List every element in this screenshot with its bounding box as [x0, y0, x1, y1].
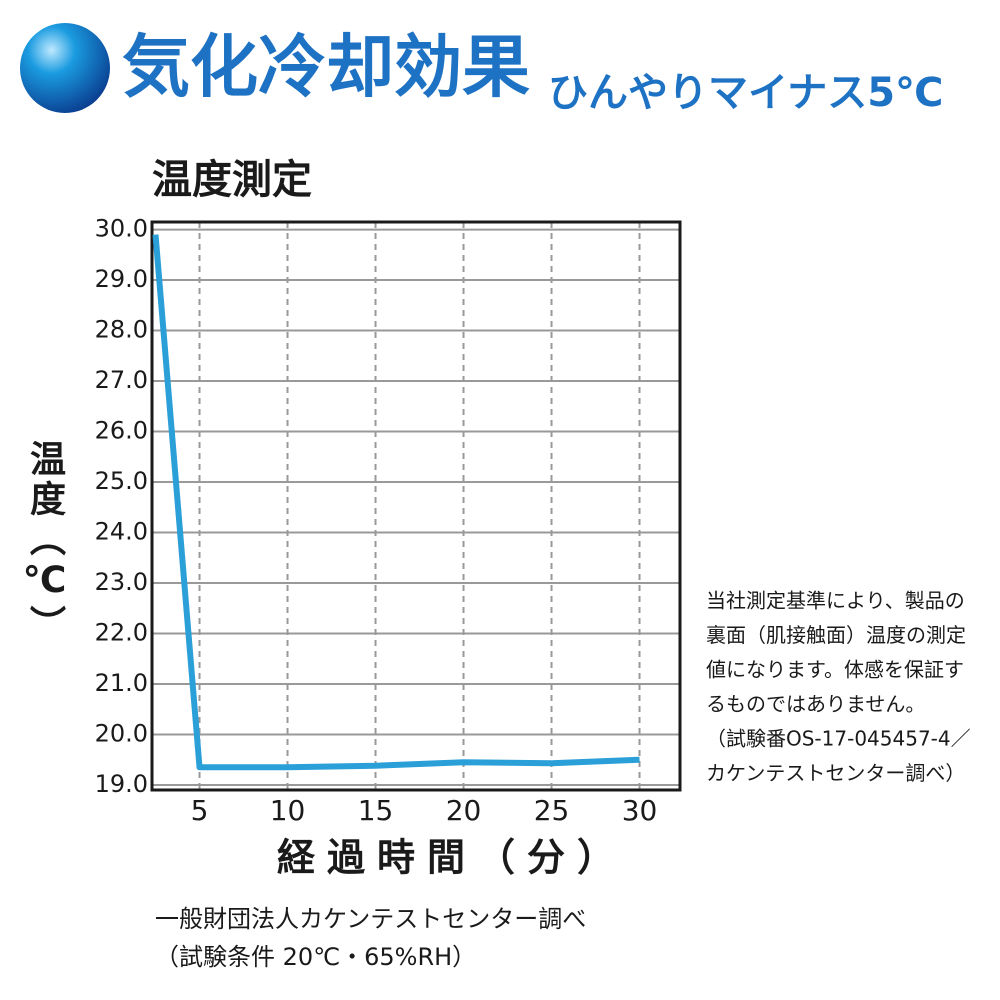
header-title: 気化冷却効果: [122, 29, 530, 108]
x-axis-label: 経過時間（分）: [277, 836, 627, 880]
y-tick-label: 24.0: [95, 518, 148, 546]
chart-title: 温度測定: [152, 157, 312, 203]
sphere-icon: [20, 23, 110, 113]
x-tick-label: 15: [358, 794, 394, 827]
y-tick-label: 27.0: [95, 366, 148, 394]
y-tick-label: 28.0: [95, 316, 148, 344]
y-tick-label: 20.0: [95, 719, 148, 747]
source-line: 一般財団法人カケンテストセンター調べ: [155, 905, 586, 933]
y-tick-label: 26.0: [95, 417, 148, 445]
x-tick-label: 30: [622, 794, 658, 827]
note-line: 値になります。体感を保証す: [706, 658, 964, 682]
y-axis-label: 温度（℃）: [24, 440, 65, 645]
y-tick-label: 23.0: [95, 568, 148, 596]
plot-frame: [150, 220, 682, 792]
x-tick-label: 10: [270, 794, 306, 827]
x-tick-label: 20: [446, 794, 482, 827]
y-tick-label: 30.0: [95, 215, 148, 243]
y-tick-label: 25.0: [95, 467, 148, 495]
y-tick-label: 19.0: [95, 770, 148, 798]
y-tick-label: 21.0: [95, 669, 148, 697]
source-line: （試験条件 20℃・65%RH）: [155, 943, 476, 971]
header-subtitle: ひんやりマイナス5℃: [548, 70, 943, 116]
note-line: 裏面（肌接触面）温度の測定: [706, 623, 966, 647]
x-tick-label: 5: [191, 794, 209, 827]
y-tick-label: 22.0: [95, 618, 148, 646]
data-line: [152, 234, 640, 771]
note-line: 当社測定基準により、製品の: [706, 589, 965, 613]
y-tick-label: 29.0: [95, 265, 148, 293]
note-line: るものではありません。: [706, 692, 925, 716]
note-line: カケンテストセンター調べ）: [706, 761, 965, 785]
x-tick-label: 25: [534, 794, 570, 827]
note-line: （試験番OS-17-045457-4／: [706, 727, 971, 751]
